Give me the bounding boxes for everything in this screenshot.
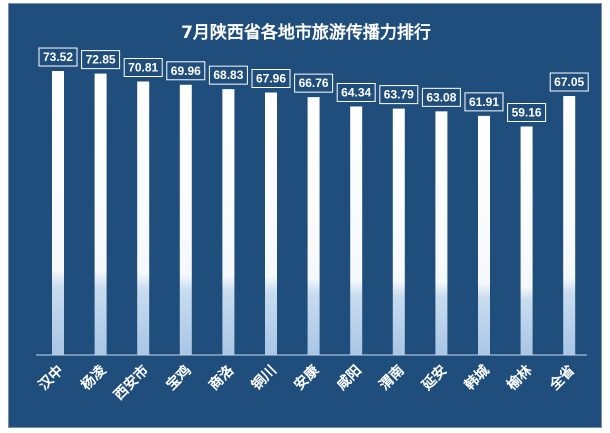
data-label: 70.81 <box>123 57 163 77</box>
data-label-box <box>294 73 334 93</box>
bar-铜川 <box>265 92 277 355</box>
data-label-text: 67.05 <box>554 75 584 89</box>
category-label: 宝鸡 <box>163 362 195 394</box>
bar-西安市 <box>137 81 150 356</box>
data-label: 73.52 <box>38 47 78 67</box>
category-label: 全省 <box>546 362 579 395</box>
category-label: 汉中 <box>35 362 67 394</box>
bar-榆林 <box>520 126 533 355</box>
data-label: 63.79 <box>379 85 419 105</box>
data-label-box <box>421 87 461 107</box>
bar-杨凌 <box>94 73 107 355</box>
category-label: 延安 <box>418 362 451 395</box>
bar-渭南 <box>392 108 405 356</box>
bar-韩城 <box>478 115 490 356</box>
data-label-box <box>38 47 78 67</box>
data-label: 67.05 <box>549 72 589 92</box>
data-label-box <box>464 92 504 112</box>
bar-汉中 <box>52 71 64 356</box>
category-label: 商洛 <box>205 361 238 394</box>
data-label-text: 67.96 <box>256 72 286 86</box>
data-label-box <box>123 57 163 77</box>
category-label: 韩城 <box>461 362 493 394</box>
data-label: 61.91 <box>464 92 504 112</box>
bars-layer: 73.52 汉中 72.85 杨凌 70.81 西安市 69.96 宝鸡 68.83 商洛 67.9… <box>35 47 589 404</box>
data-label: 64.34 <box>336 82 376 102</box>
data-label-text: 63.08 <box>426 90 456 104</box>
category-label: 渭南 <box>376 362 408 394</box>
data-label-box <box>81 50 121 70</box>
data-label-box <box>549 72 589 92</box>
bar-chart: 7月陕西省各地市旅游传播力排行 73.52 汉中 72.85 杨凌 70.81 西安市 69… <box>35 22 589 404</box>
bar-咸阳 <box>350 106 363 355</box>
data-label: 66.76 <box>294 73 334 93</box>
category-label: 西安市 <box>110 362 152 404</box>
data-label: 63.08 <box>421 87 461 107</box>
data-label: 59.16 <box>507 102 547 122</box>
data-label-text: 70.81 <box>128 60 158 74</box>
category-label: 杨凌 <box>78 361 111 394</box>
data-label-box <box>251 69 291 89</box>
category-label: 安康 <box>291 361 324 394</box>
data-label-text: 66.76 <box>299 76 329 90</box>
data-label: 68.83 <box>208 65 248 85</box>
category-label: 咸阳 <box>333 362 365 394</box>
data-label-text: 59.16 <box>512 105 542 119</box>
data-label-text: 73.52 <box>43 50 73 64</box>
data-label: 67.96 <box>251 69 291 89</box>
data-label-text: 72.85 <box>86 53 116 67</box>
bar-全省 <box>563 96 576 355</box>
data-label: 69.96 <box>166 61 206 81</box>
data-label: 72.85 <box>81 50 121 70</box>
bar-宝鸡 <box>179 84 192 355</box>
chart-frame: 7月陕西省各地市旅游传播力排行 73.52 汉中 72.85 杨凌 70.81 西安市 69… <box>8 3 602 428</box>
category-label: 铜川 <box>248 362 280 394</box>
bar-安康 <box>307 97 320 356</box>
data-label-text: 61.91 <box>469 95 499 109</box>
bar-商洛 <box>222 89 235 355</box>
bar-延安 <box>435 111 448 355</box>
data-label-box <box>507 102 547 122</box>
data-label-text: 68.83 <box>213 68 243 82</box>
data-label-box <box>166 61 206 81</box>
data-label-box <box>379 85 419 105</box>
category-label: 榆林 <box>504 362 536 394</box>
data-label-box <box>336 82 376 102</box>
data-label-text: 64.34 <box>341 85 371 99</box>
data-label-box <box>208 65 248 85</box>
chart-title: 7月陕西省各地市旅游传播力排行 <box>181 22 431 43</box>
data-label-text: 69.96 <box>171 64 201 78</box>
data-label-text: 63.79 <box>384 88 414 102</box>
